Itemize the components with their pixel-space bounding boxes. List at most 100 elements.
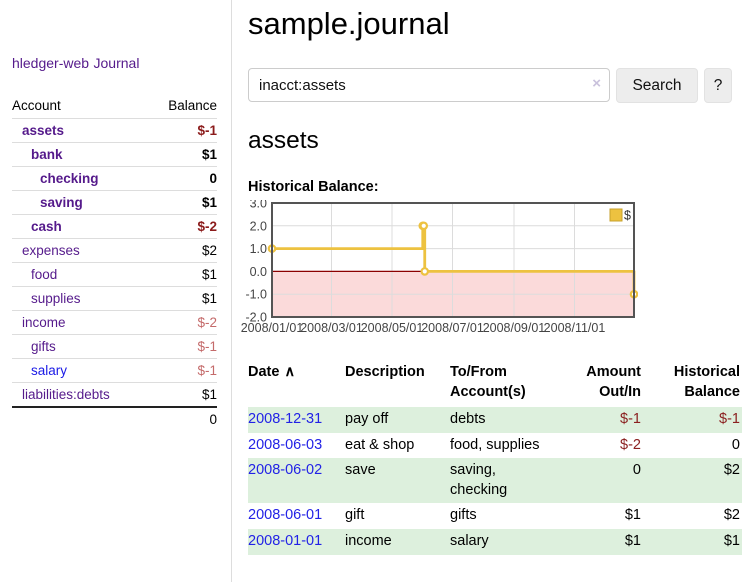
transaction-date-link[interactable]: 2008-06-02 [248,462,323,479]
transaction-amount: $-1 [550,407,643,433]
sort-ascending-icon: ∧ [284,364,296,380]
account-link-gifts[interactable]: gifts [31,339,56,354]
balance-chart-svg: $3.0 2.0 1.0 0.0 -1.0 -2.02008/01/012008/03/0… [241,197,639,335]
account-balance: $-1 [148,118,217,143]
sidebar: hledger-web Journal Account Balance asse… [0,0,232,582]
register-header-balance: Historical Balance [673,364,740,400]
accounts-header-balance: Balance [168,98,217,113]
app-title-link[interactable]: hledger-web [12,55,90,71]
transaction-amount: $1 [550,528,643,555]
account-link-bank[interactable]: bank [31,147,63,162]
account-balance: $-1 [148,334,217,359]
transaction-date-link[interactable]: 2008-06-03 [248,436,323,453]
transaction-description: pay off [345,407,450,433]
transaction-balance: $2 [723,507,740,524]
register-header-account: To/From Account(s) [450,364,526,400]
account-row: income $-2 [12,310,217,335]
transaction-accounts: food, supplies [450,436,540,453]
account-row: food $1 [12,262,217,287]
svg-text:3.0: 3.0 [250,200,267,211]
register-header-row: Date ∧ Description To/From Account(s) Amo… [248,361,742,407]
transaction-date-link[interactable]: 2008-01-01 [248,532,323,549]
account-link-income[interactable]: income [22,315,66,330]
page-title: sample.journal [248,6,450,41]
register-header-date[interactable]: Date ∧ [248,364,296,380]
account-link-salary[interactable]: salary [31,363,68,378]
account-balance: $1 [148,286,217,311]
transaction-amount: 0 [550,458,643,504]
account-link-assets[interactable]: assets [22,123,65,138]
account-row: gifts $-1 [12,334,217,359]
transaction-balance: $-1 [643,407,742,433]
accounts-total-row: 0 [12,406,217,431]
transaction-balance: 0 [731,436,740,453]
register-row: 2008-06-01 gift gifts $1 $2 [248,503,742,529]
account-row: checking 0 [12,166,217,191]
account-link-checking[interactable]: checking [40,171,99,186]
account-link-supplies[interactable]: supplies [31,291,81,306]
account-balance: $1 [148,382,217,407]
transaction-date-link[interactable]: 2008-12-31 [248,411,323,428]
account-row: assets $-1 [12,118,217,143]
search-input[interactable] [248,68,610,102]
transaction-amount: $1 [624,507,641,524]
svg-text:2008/05/01: 2008/05/01 [361,321,424,335]
help-button[interactable]: ? [704,68,732,103]
account-balance: 0 [148,166,217,191]
main-content: sample.journal × Search ? assets Histori… [241,0,742,555]
transaction-balance: $2 [643,458,742,504]
register-table: Date ∧ Description To/From Account(s) Amo… [248,361,742,555]
svg-text:-1.0: -1.0 [245,288,267,302]
sidebar-item-journal[interactable]: Journal [93,55,140,71]
svg-text:2008/01/01: 2008/01/01 [241,321,304,335]
register-row: 2008-01-01 income salary $1 $1 [248,528,742,555]
transaction-date-link[interactable]: 2008-06-01 [248,507,323,524]
account-balance: $-1 [148,358,217,383]
account-row: liabilities:debts $1 [12,382,217,407]
svg-text:2.0: 2.0 [250,219,267,233]
transaction-description: income [345,528,450,555]
svg-text:0.0: 0.0 [250,265,267,279]
accounts-table: Account Balance assets $-1 bank $1 check… [12,94,217,431]
account-balance: $-2 [148,310,217,335]
account-heading: assets [248,127,319,154]
svg-text:$: $ [624,209,631,223]
account-row: bank $1 [12,142,217,167]
register-row: 2008-06-03 eat & shop food, supplies $-2… [248,433,742,459]
account-link-cash[interactable]: cash [31,219,62,234]
account-row: salary $-1 [12,358,217,383]
clear-search-icon[interactable]: × [592,75,601,92]
svg-text:2008/07/01: 2008/07/01 [421,321,484,335]
transaction-description: gift [345,507,365,524]
register-header-description: Description [345,364,425,380]
register-row: 2008-06-02 save saving, checking 0 $2 [248,458,742,504]
account-row: saving $1 [12,190,217,215]
transaction-description: eat & shop [345,436,415,453]
transaction-amount: $-2 [620,436,641,453]
svg-text:2008/03/01: 2008/03/01 [300,321,363,335]
accounts-header-account: Account [12,98,61,113]
chart-title: Historical Balance: [248,179,379,195]
register-row: 2008-12-31 pay off debts $-1 $-1 [248,407,742,433]
register-header-amount: Amount Out/In [586,364,641,400]
transaction-balance: $1 [643,528,742,555]
account-row: expenses $2 [12,238,217,263]
svg-text:2008/09/01: 2008/09/01 [483,321,546,335]
svg-text:2008/11/01: 2008/11/01 [544,321,606,335]
svg-text:-2.0: -2.0 [245,311,267,325]
historical-balance-chart: $3.0 2.0 1.0 0.0 -1.0 -2.0 2008/01/01 2008/03/0… [238,197,639,340]
account-row: cash $-2 [12,214,217,239]
account-balance: $1 [148,142,217,167]
transaction-accounts: gifts [450,507,477,524]
svg-text:1.0: 1.0 [250,242,267,256]
transaction-accounts: saving, checking [450,458,550,504]
account-link-liabilities-debts[interactable]: liabilities:debts [22,387,110,402]
accounts-header-row: Account Balance [12,94,217,119]
search-button[interactable]: Search [616,68,698,103]
account-link-saving[interactable]: saving [40,195,83,210]
search-form: × Search ? [248,68,742,103]
transaction-accounts: debts [450,407,550,433]
account-link-expenses[interactable]: expenses [22,243,80,258]
account-link-food[interactable]: food [31,267,58,282]
accounts-total-value: 0 [148,406,217,431]
